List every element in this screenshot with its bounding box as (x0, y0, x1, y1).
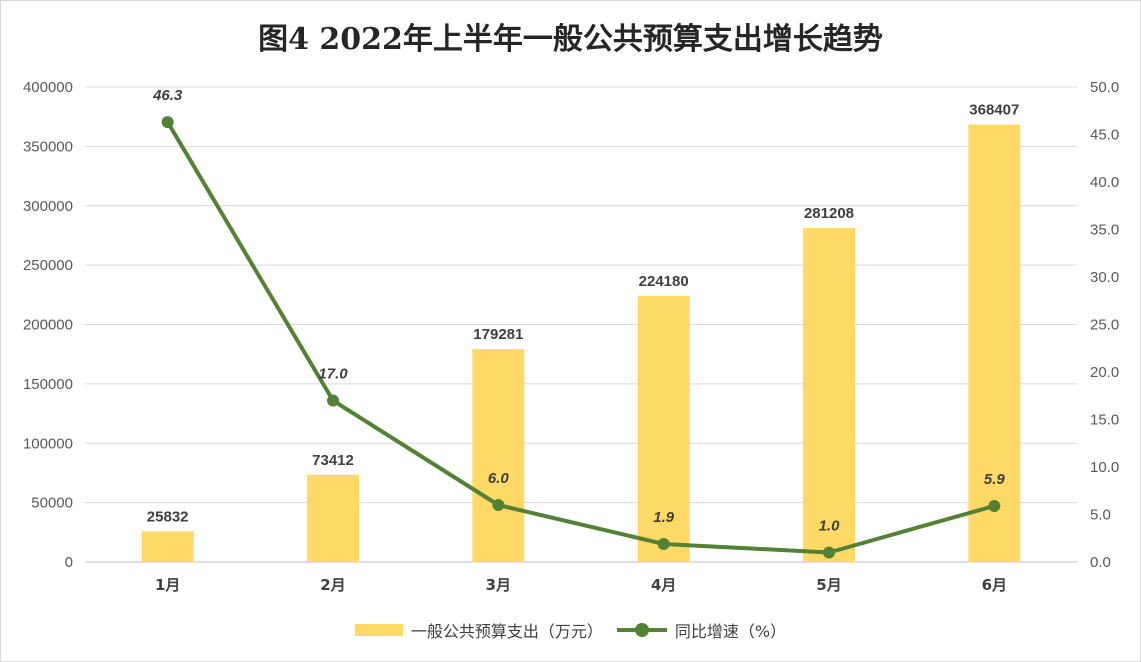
y-right-tick-label: 25.0 (1090, 317, 1119, 334)
growth-line (165, 121, 995, 555)
y-left-tick-label: 50000 (31, 495, 73, 512)
x-tick-label: 3月 (486, 576, 511, 594)
growth-data-label: 1.0 (819, 518, 841, 535)
y-right-tick-label: 30.0 (1090, 269, 1119, 286)
bar (968, 124, 1021, 562)
chart-title: 图4 2022年上半年一般公共预算支出增长趋势 (258, 22, 883, 57)
growth-data-label: 46.3 (152, 87, 183, 104)
x-tick-label: 6月 (982, 576, 1007, 594)
bar-data-label: 25832 (147, 508, 189, 525)
bar-data-label: 281208 (804, 205, 854, 222)
legend-line-swatch (616, 623, 667, 637)
y-left-tick-label: 200000 (23, 317, 73, 334)
y-left-tick-label: 100000 (23, 435, 73, 452)
growth-point (327, 394, 339, 407)
bar-data-label: 224180 (639, 273, 689, 290)
growth-data-label: 17.0 (318, 366, 348, 383)
legend-label-expenditure: 一般公共预算支出（万元） (410, 622, 603, 641)
legend-item-growth: 同比增速（%） (616, 618, 787, 642)
growth-data-label: 6.0 (488, 470, 510, 487)
x-tick-label: 5月 (816, 576, 841, 594)
y-left-tick-label: 300000 (23, 198, 73, 215)
y-left-tick-label: 350000 (23, 138, 73, 155)
y-right-tick-label: 40.0 (1090, 174, 1119, 191)
growth-data-label: 5.9 (984, 471, 1006, 488)
chart-legend: 一般公共预算支出（万元） 同比增速（%） (0, 618, 1141, 642)
growth-point (492, 499, 505, 511)
y-right-tick-label: 45.0 (1090, 127, 1119, 144)
bar (141, 531, 194, 562)
y-right-tick-label: 20.0 (1090, 364, 1119, 381)
y-right-tick-label: 10.0 (1090, 459, 1119, 476)
bar (307, 474, 359, 562)
bar (803, 228, 855, 563)
x-tick-label: 1月 (155, 576, 180, 594)
growth-point (988, 499, 1001, 512)
y-left-tick-label: 250000 (23, 257, 73, 274)
bar-data-label: 179281 (473, 326, 523, 343)
x-tick-label: 2月 (320, 576, 345, 594)
growth-point (161, 116, 174, 129)
x-tick-label: 4月 (651, 576, 676, 594)
bar (472, 349, 525, 562)
legend-item-expenditure: 一般公共预算支出（万元） (354, 618, 603, 642)
bar (637, 295, 690, 562)
y-right-tick-label: 15.0 (1090, 412, 1119, 429)
y-left-tick-label: 400000 (23, 79, 73, 96)
bar-data-label: 368407 (969, 102, 1019, 119)
y-right-tick-label: 5.0 (1090, 507, 1111, 524)
legend-bar-swatch (354, 624, 403, 636)
y-right-tick-label: 0.0 (1090, 554, 1111, 571)
y-right-tick-label: 35.0 (1090, 222, 1119, 239)
legend-label-growth: 同比增速（%） (674, 622, 787, 641)
growth-point (823, 546, 835, 559)
bar-data-label: 73412 (312, 452, 354, 469)
growth-data-label: 1.9 (653, 509, 675, 526)
y-right-tick-label: 50.0 (1090, 79, 1119, 96)
y-left-tick-label: 0 (65, 554, 73, 571)
y-left-tick-label: 150000 (23, 376, 73, 393)
growth-point (657, 537, 670, 550)
